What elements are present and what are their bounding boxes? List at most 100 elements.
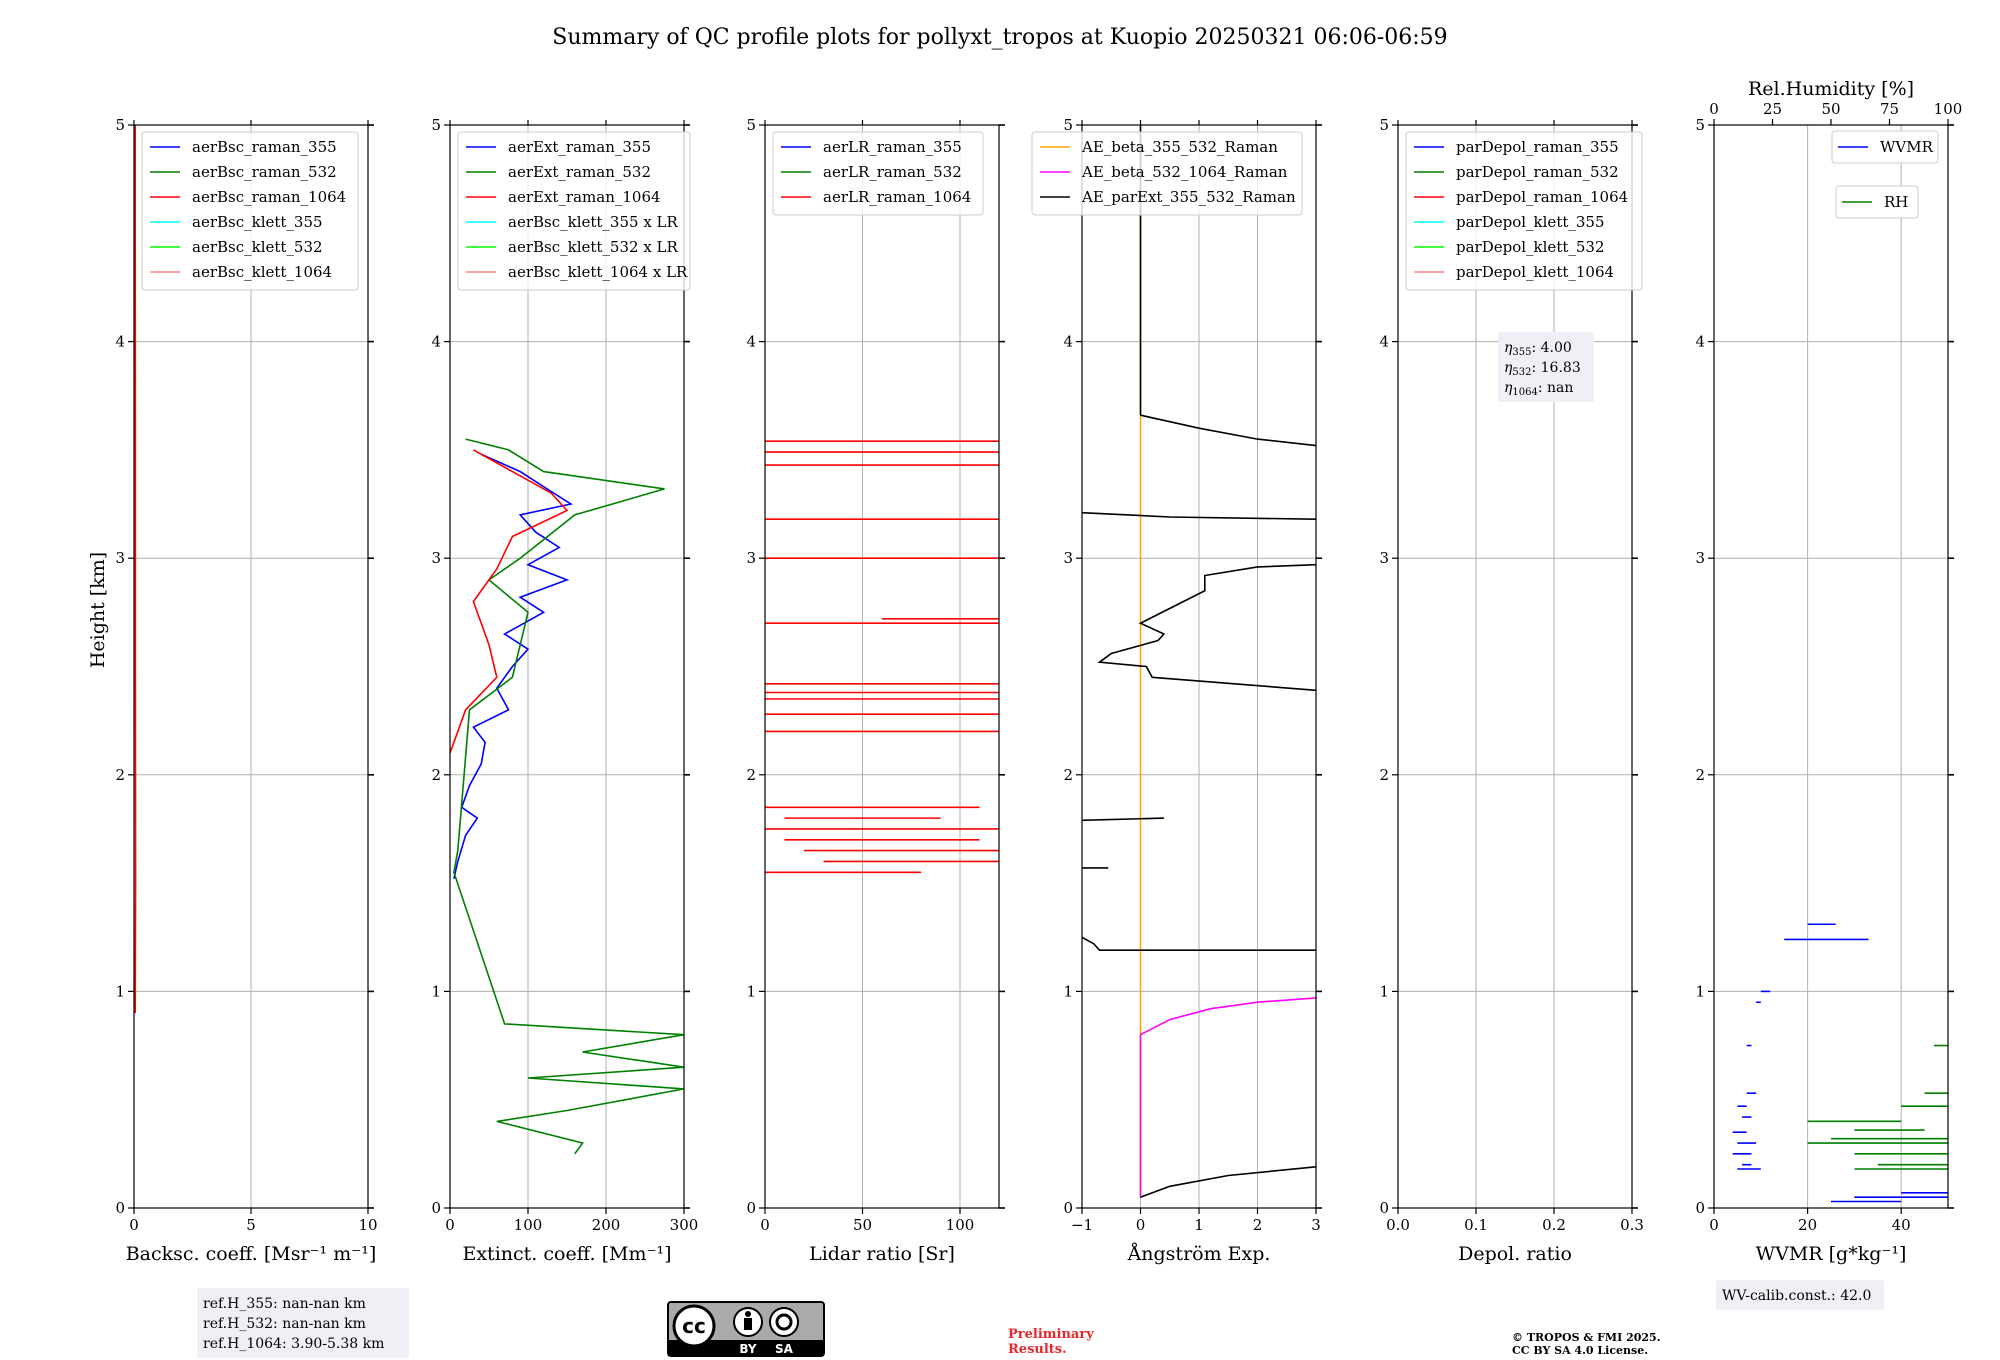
y-tick-label: 2 [431,766,441,784]
legend: WVMR [1831,130,1939,164]
y-tick-label: 1 [746,982,756,1000]
legend-entry: aerBsc_raman_532 [192,163,337,181]
cc-icon [672,1304,716,1348]
legend-entry: RH [1884,193,1908,211]
legend-entry: AE_beta_532_1064_Raman [1081,163,1288,181]
top-x-tick-label: 100 [1934,100,1963,118]
top-x-axis-label: Rel.Humidity [%] [1748,78,1914,100]
legend-entry: aerBsc_klett_1064 x LR [508,263,688,281]
x-tick-label: 0 [445,1216,455,1234]
x-tick-label: 10 [358,1216,377,1234]
y-tick-label: 0 [1063,1199,1073,1217]
chart-title: Summary of QC profile plots for pollyxt_… [552,25,1447,50]
sa-icon [769,1307,799,1337]
by-label: BY [739,1342,756,1356]
x-axis-label: Extinct. coeff. [Mm⁻¹] [462,1243,671,1265]
series-line [1081,511,1317,520]
legend-box [1031,131,1303,216]
legend: aerExt_raman_355 aerExt_raman_532 aerExt_r… [457,131,691,291]
x-tick-label: 100 [514,1216,543,1234]
legend-entry: WVMR [1880,138,1934,156]
legend-entry: aerExt_raman_1064 [508,188,661,206]
series-line [453,453,573,879]
legend-entry: parDepol_klett_1064 [1456,263,1614,281]
panel-2: 0 100 200 300 0 1 2 3 4 5 Extinct. coeff. [Mm⁻¹] ae… [431,116,698,1265]
y-tick-label: 3 [1379,549,1389,567]
y-tick-label: 4 [431,333,441,351]
legend-entry: aerBsc_klett_1064 [192,263,332,281]
annotation-text: ref.H_1064: 3.90-5.38 km [203,1336,384,1352]
license-text: CC BY SA 4.0 License. [1512,1344,1648,1357]
top-x-tick-label: 75 [1880,100,1899,118]
y-axis-label: Height [km] [87,552,109,668]
annotation-text: ref.H_355: nan-nan km [203,1296,366,1312]
x-tick-label: −1 [1071,1216,1093,1234]
legend-entry: aerBsc_raman_1064 [192,188,346,206]
legend: aerBsc_raman_355 aerBsc_raman_532 aerBsc_r… [141,131,359,291]
y-tick-label: 5 [1063,116,1073,134]
y-tick-label: 4 [746,333,756,351]
x-tick-label: 300 [670,1216,699,1234]
legend-box [457,131,691,291]
y-tick-label: 1 [115,982,125,1000]
top-x-tick-label: 50 [1821,100,1840,118]
y-tick-label: 2 [746,766,756,784]
legend-entry: AE_beta_355_532_Raman [1081,138,1278,156]
panel-1: 0 5 10 0 1 2 3 4 5 Backsc. coeff. [Msr⁻¹ m⁻¹] aerB… [115,116,409,1358]
series-line [1081,936,1316,951]
legend-entry: aerLR_raman_532 [823,163,962,181]
y-tick-label: 4 [1063,333,1073,351]
annotation-box: η355: 4.00 η532: 16.83 η1064: nan [1498,332,1594,402]
preliminary-label: Preliminary [1008,1327,1094,1342]
x-tick-label: 0.2 [1542,1216,1566,1234]
y-tick-label: 5 [746,116,756,134]
legend-box [772,131,984,216]
legend-box [1405,131,1643,291]
y-tick-label: 4 [1379,333,1389,351]
y-tick-label: 0 [115,1199,125,1217]
panel-3: 0 50 100 0 1 2 3 4 5 Lidar ratio [Sr] aerLR_raman_… [746,116,1005,1265]
annotation-text: η1064: nan [1504,380,1573,398]
y-tick-label: 2 [1063,766,1073,784]
y-tick-label: 5 [1379,116,1389,134]
legend-entry: parDepol_klett_355 [1456,213,1605,231]
y-tick-label: 3 [1063,549,1073,567]
x-axis-label: Depol. ratio [1458,1243,1572,1265]
x-axis-label: Backsc. coeff. [Msr⁻¹ m⁻¹] [126,1243,377,1265]
annotation-bg [1498,332,1594,402]
legend: RH [1835,185,1919,219]
x-axis-label: Lidar ratio [Sr] [809,1243,955,1265]
x-tick-label: 100 [946,1216,975,1234]
y-tick-label: 4 [115,333,125,351]
y-tick-label: 3 [115,549,125,567]
series-line [1097,563,1317,692]
axes-frame [449,124,685,1209]
y-tick-label: 5 [115,116,125,134]
y-tick-label: 0 [1695,1199,1705,1217]
y-tick-label: 4 [1695,333,1705,351]
x-tick-label: 0 [129,1216,139,1234]
annotation-text: η532: 16.83 [1504,360,1581,378]
y-tick-label: 1 [431,982,441,1000]
legend-box [1835,185,1919,219]
y-tick-label: 1 [1379,982,1389,1000]
y-tick-label: 2 [1695,766,1705,784]
x-axis-label: Ångström Exp. [1127,1243,1271,1265]
y-tick-label: 3 [746,549,756,567]
y-tick-label: 0 [746,1199,756,1217]
legend: parDepol_raman_355 parDepol_raman_532 parD… [1405,131,1643,291]
y-tick-label: 1 [1063,982,1073,1000]
x-tick-label: 3 [1311,1216,1321,1234]
series-line [1139,997,1317,1198]
y-tick-label: 2 [115,766,125,784]
x-tick-label: 0 [760,1216,770,1234]
legend-entry: aerLR_raman_355 [823,138,962,156]
legend-entry: AE_parExt_355_532_Raman [1081,188,1296,206]
y-tick-label: 5 [431,116,441,134]
legend-entry: aerBsc_klett_532 x LR [508,238,679,256]
annotation-box: WV-calib.const.: 42.0 [1716,1280,1884,1310]
